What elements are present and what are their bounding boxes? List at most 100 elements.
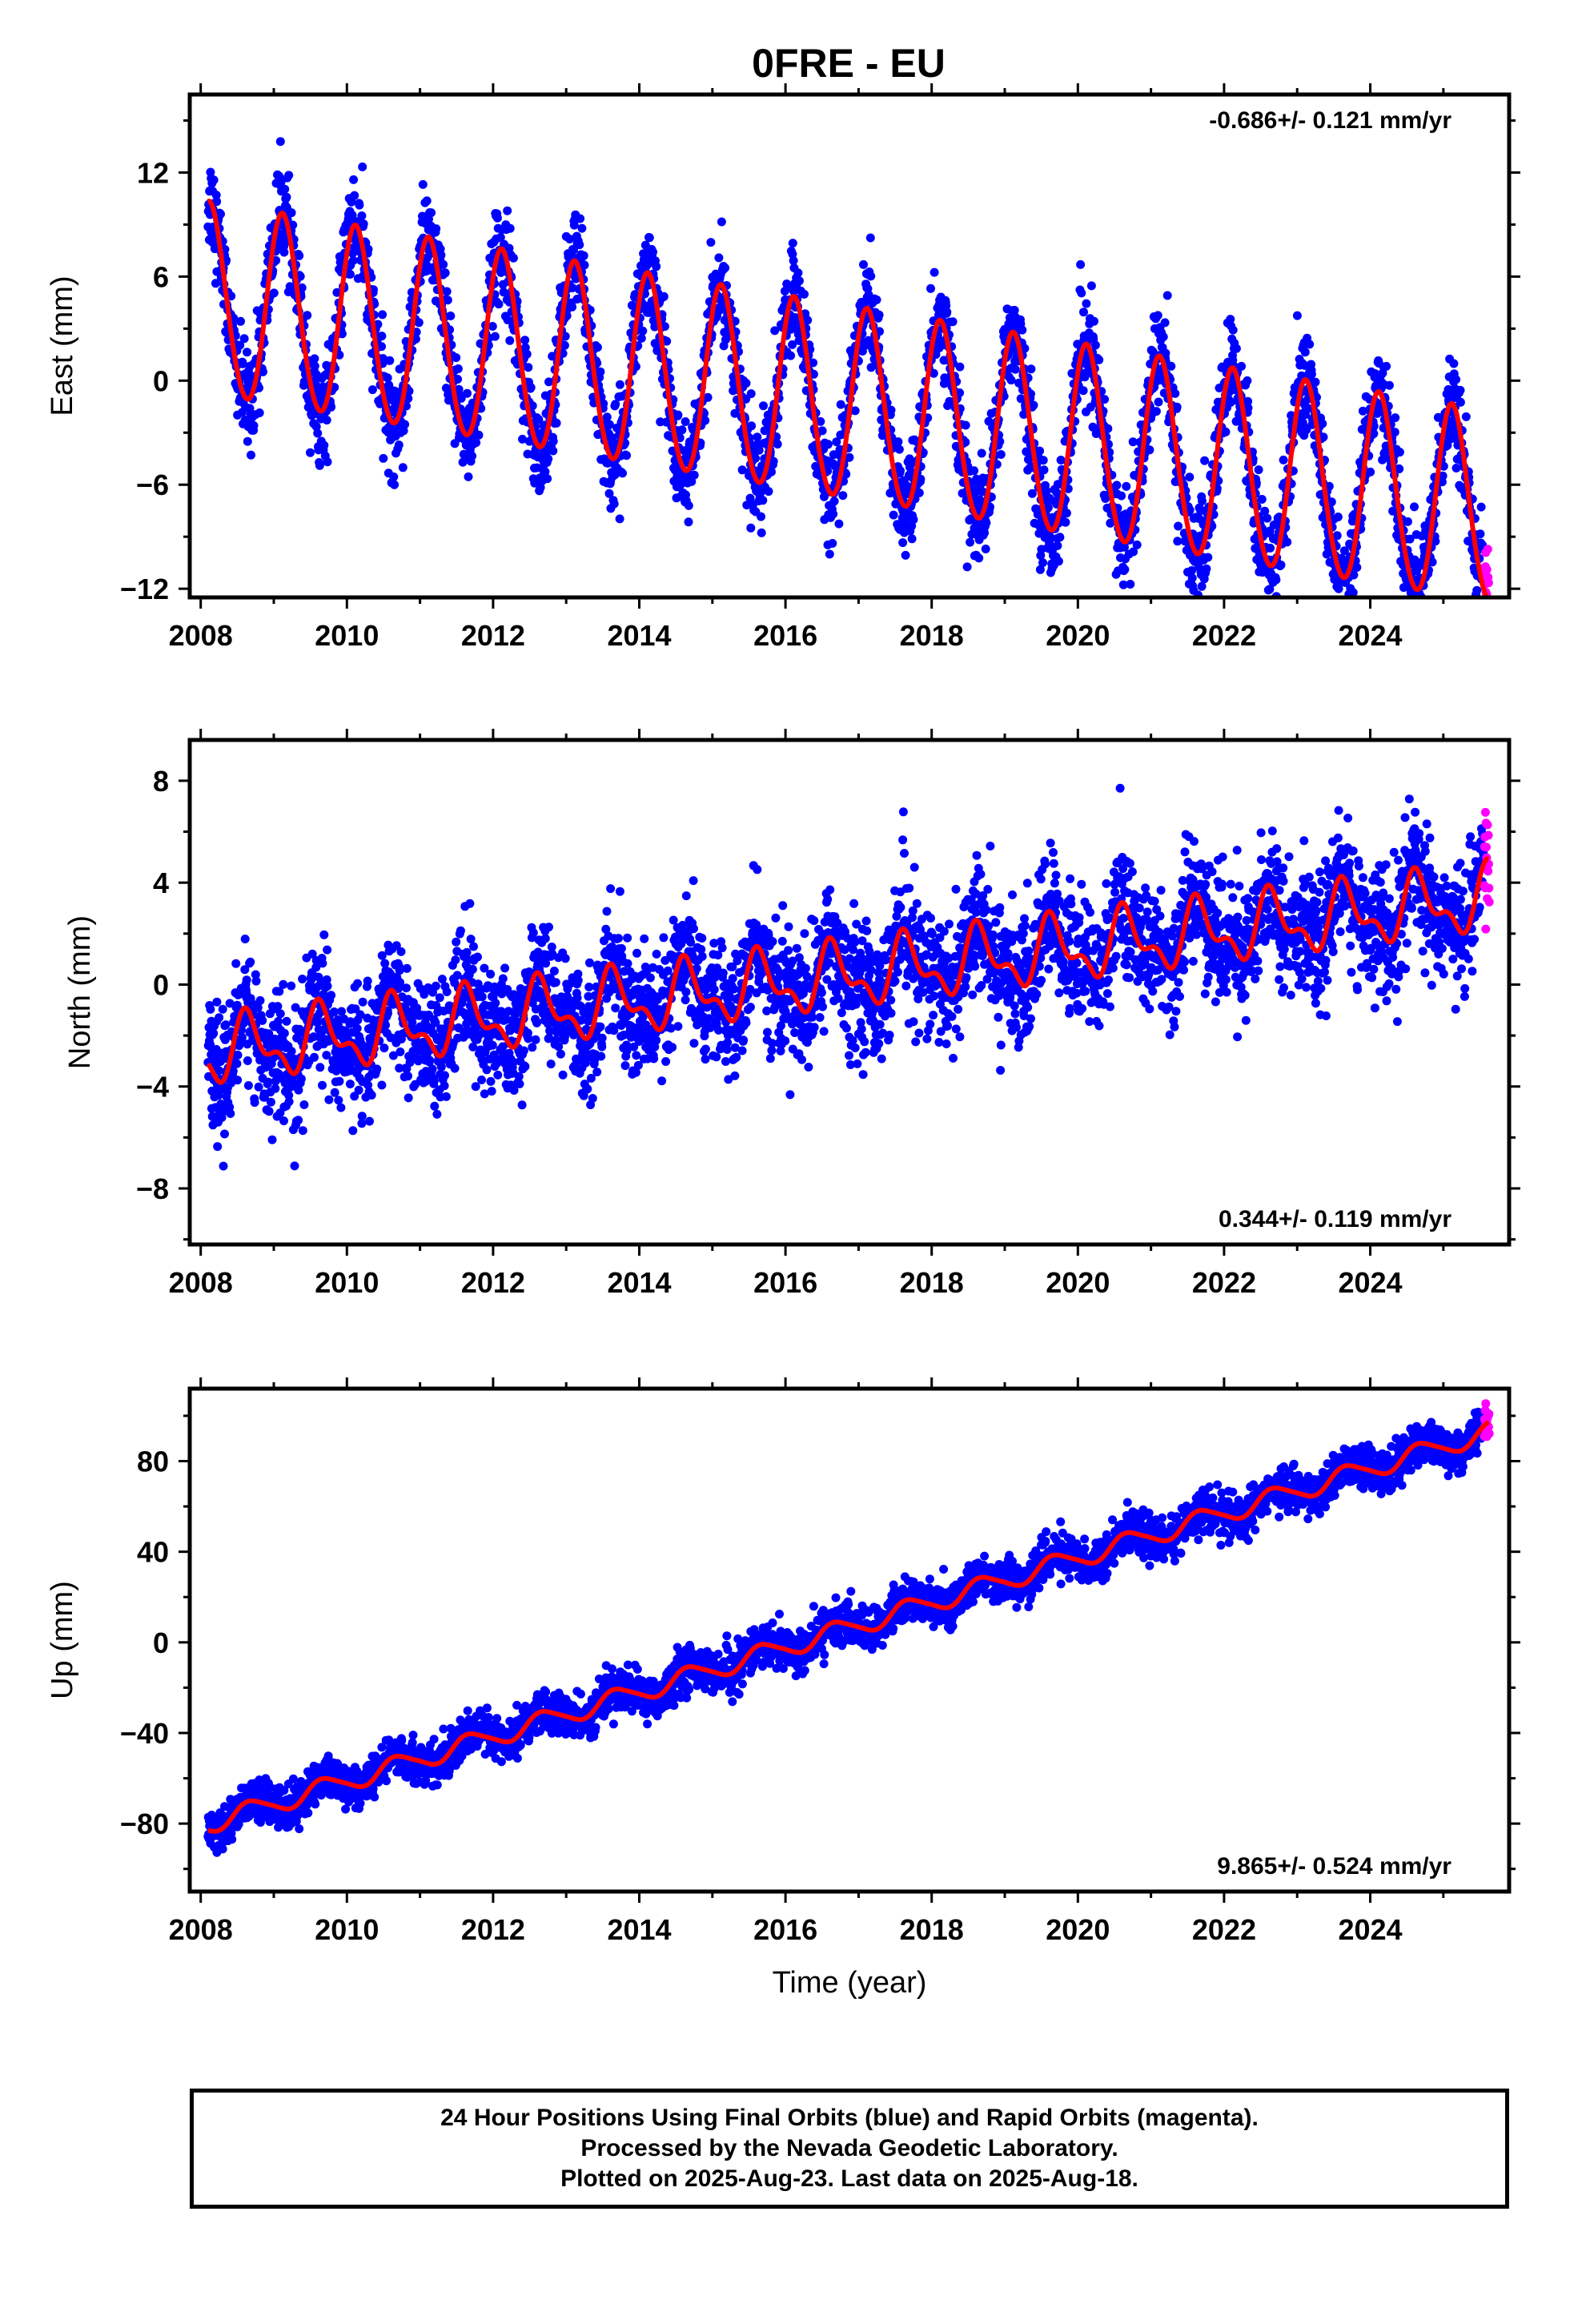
final-orbit-point	[251, 970, 260, 979]
final-orbit-point	[1318, 419, 1327, 428]
final-orbit-point	[345, 1080, 355, 1089]
final-orbit-point	[518, 434, 527, 444]
final-orbit-point	[592, 343, 602, 352]
final-orbit-point	[788, 249, 797, 259]
final-orbit-point	[524, 363, 533, 372]
final-orbit-point	[275, 1009, 285, 1019]
final-orbit-point	[1039, 465, 1049, 475]
final-orbit-point	[1027, 489, 1037, 498]
final-orbit-point	[543, 474, 552, 484]
final-orbit-point	[452, 937, 461, 947]
final-orbit-point	[552, 418, 561, 428]
final-orbit-point	[1054, 557, 1063, 566]
final-orbit-point	[296, 1074, 306, 1084]
final-orbit-point	[486, 969, 496, 979]
panel-east: 2008 2010 2012 2014 2016 2018 2020 2022 2024−12−…	[46, 83, 1520, 652]
final-orbit-point	[753, 432, 762, 442]
final-orbit-point	[1254, 465, 1263, 475]
final-orbit-point	[875, 327, 884, 336]
final-orbit-point	[439, 259, 448, 269]
final-orbit-point	[225, 1103, 235, 1112]
final-orbit-point	[1305, 340, 1315, 349]
final-orbit-point	[955, 362, 965, 372]
final-orbit-point	[279, 1116, 288, 1126]
final-orbit-point	[689, 470, 699, 480]
final-orbit-point	[319, 930, 329, 939]
final-orbit-point	[648, 247, 657, 257]
final-orbit-point	[1292, 311, 1302, 320]
final-orbit-point	[264, 1029, 274, 1039]
final-orbit-point	[211, 191, 221, 200]
final-orbit-point	[1187, 566, 1196, 575]
final-orbit-point	[482, 1065, 492, 1075]
final-orbit-point	[615, 380, 624, 389]
final-orbit-point	[498, 974, 508, 983]
final-orbit-point	[429, 1076, 439, 1086]
final-orbit-point	[1006, 376, 1016, 385]
final-orbit-point	[1339, 609, 1347, 617]
final-orbit-point	[1263, 600, 1271, 609]
final-orbit-point	[611, 400, 620, 409]
final-orbit-point	[377, 1080, 387, 1090]
final-orbit-point	[909, 515, 918, 525]
final-orbit-point	[492, 213, 502, 223]
final-orbit-point	[1170, 388, 1180, 398]
final-orbit-point	[348, 1126, 358, 1136]
final-orbit-point	[427, 208, 436, 218]
final-orbit-point	[660, 322, 669, 332]
final-orbit-point	[532, 463, 542, 472]
final-orbit-point	[1415, 598, 1424, 607]
final-orbit-point	[1332, 531, 1342, 541]
final-orbit-point	[249, 421, 259, 430]
final-orbit-point	[221, 1020, 231, 1030]
final-orbit-point	[462, 947, 472, 957]
final-orbit-point	[681, 417, 690, 426]
final-orbit-point	[323, 457, 332, 467]
final-orbit-point	[970, 466, 979, 476]
final-orbit-point	[747, 421, 757, 431]
final-orbit-point	[235, 340, 245, 350]
final-orbit-point	[1079, 308, 1088, 317]
final-orbit-point	[717, 217, 726, 227]
final-orbit-point	[995, 436, 1005, 446]
final-orbit-point	[1414, 613, 1423, 622]
final-orbit-point	[1403, 517, 1412, 526]
final-orbit-point	[372, 1064, 382, 1074]
final-orbit-point	[1118, 580, 1128, 589]
final-orbit-point	[471, 1082, 480, 1092]
final-orbit-point	[287, 981, 296, 991]
final-orbit-point	[1414, 609, 1423, 617]
final-orbit-point	[1010, 305, 1019, 315]
final-orbit-point	[599, 399, 608, 408]
final-orbit-point	[757, 512, 765, 521]
final-orbit-point	[377, 342, 386, 352]
final-orbit-point	[218, 1004, 227, 1014]
final-orbit-point	[604, 489, 614, 498]
final-orbit-point	[838, 491, 848, 501]
final-orbit-point	[1384, 380, 1394, 390]
final-orbit-point	[673, 410, 683, 420]
final-orbit-point	[273, 1002, 283, 1011]
final-orbit-point	[636, 333, 646, 343]
final-orbit-point	[206, 1004, 215, 1014]
final-orbit-point	[490, 332, 500, 341]
final-orbit-point	[966, 537, 975, 547]
final-orbit-point	[1347, 605, 1356, 614]
final-orbit-point	[319, 990, 328, 999]
final-orbit-point	[893, 437, 903, 447]
final-orbit-point	[930, 267, 939, 277]
final-orbit-point	[425, 1055, 435, 1065]
final-orbit-point	[769, 456, 778, 466]
final-orbit-point	[560, 332, 570, 341]
final-orbit-point	[982, 518, 991, 528]
final-orbit-point	[1265, 585, 1275, 594]
final-orbit-point	[754, 445, 764, 455]
final-orbit-point	[569, 220, 579, 230]
final-orbit-point	[240, 965, 250, 975]
final-orbit-point	[560, 340, 569, 350]
final-orbit-point	[288, 220, 298, 230]
final-orbit-point	[703, 392, 713, 402]
final-orbit-point	[463, 955, 472, 964]
final-orbit-point	[440, 1081, 449, 1091]
final-orbit-point	[420, 990, 429, 999]
